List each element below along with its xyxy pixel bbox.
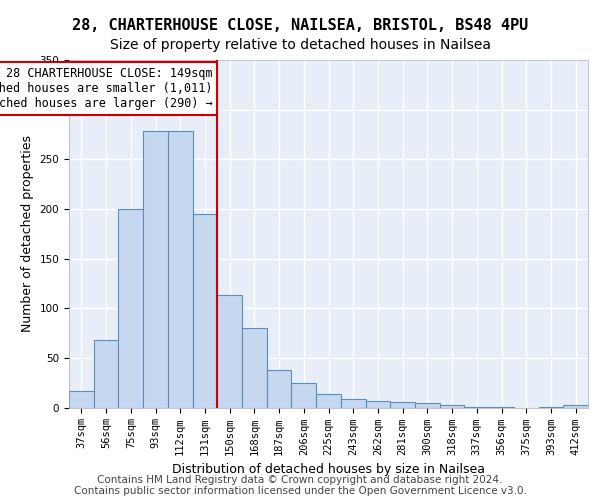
- Y-axis label: Number of detached properties: Number of detached properties: [21, 135, 34, 332]
- Bar: [316, 394, 341, 407]
- Bar: [341, 398, 365, 407]
- Bar: [365, 400, 390, 407]
- Bar: [242, 328, 267, 407]
- Bar: [143, 132, 168, 407]
- Bar: [390, 402, 415, 407]
- Bar: [69, 390, 94, 407]
- Bar: [464, 406, 489, 408]
- Text: 28 CHARTERHOUSE CLOSE: 149sqm
← 77% of detached houses are smaller (1,011)
22% o: 28 CHARTERHOUSE CLOSE: 149sqm ← 77% of d…: [0, 67, 212, 110]
- Bar: [489, 406, 514, 408]
- X-axis label: Distribution of detached houses by size in Nailsea: Distribution of detached houses by size …: [172, 463, 485, 476]
- Bar: [94, 340, 118, 407]
- Bar: [539, 406, 563, 408]
- Bar: [118, 209, 143, 408]
- Bar: [415, 402, 440, 407]
- Bar: [440, 404, 464, 407]
- Text: Contains HM Land Registry data © Crown copyright and database right 2024.: Contains HM Land Registry data © Crown c…: [97, 475, 503, 485]
- Bar: [168, 132, 193, 407]
- Text: Contains public sector information licensed under the Open Government Licence v3: Contains public sector information licen…: [74, 486, 526, 496]
- Bar: [563, 404, 588, 407]
- Bar: [292, 382, 316, 407]
- Text: 28, CHARTERHOUSE CLOSE, NAILSEA, BRISTOL, BS48 4PU: 28, CHARTERHOUSE CLOSE, NAILSEA, BRISTOL…: [72, 18, 528, 32]
- Bar: [267, 370, 292, 408]
- Text: Size of property relative to detached houses in Nailsea: Size of property relative to detached ho…: [110, 38, 491, 52]
- Bar: [193, 214, 217, 408]
- Bar: [217, 296, 242, 408]
